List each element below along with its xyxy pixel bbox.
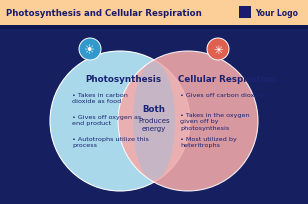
Text: Cellular Respiration: Cellular Respiration [178, 75, 276, 84]
Bar [0, 0, 308, 26]
Circle shape [118, 52, 258, 191]
Text: Both: Both [143, 105, 165, 114]
Circle shape [50, 52, 190, 191]
Ellipse shape [133, 63, 175, 180]
Bar [239, 7, 251, 19]
Circle shape [207, 39, 229, 61]
Text: • Autotrophs utilize this
process: • Autotrophs utilize this process [72, 136, 149, 148]
Text: • Takes in carbon
dioxide as food: • Takes in carbon dioxide as food [72, 93, 128, 104]
Text: • Gives off carbon dioxide: • Gives off carbon dioxide [180, 93, 264, 98]
Text: Photosynthesis and Cellular Respiration: Photosynthesis and Cellular Respiration [6, 8, 202, 17]
Text: • Most utilized by
heteritrophs: • Most utilized by heteritrophs [180, 136, 237, 148]
Text: ✳: ✳ [213, 44, 223, 57]
Circle shape [79, 39, 101, 61]
Bar [0, 26, 308, 30]
Text: Your Logo: Your Logo [255, 8, 298, 17]
Text: Photosynthesis: Photosynthesis [85, 75, 161, 84]
Text: • Gives off oxygen as
end product: • Gives off oxygen as end product [72, 114, 141, 126]
Text: Produces
energy: Produces energy [138, 117, 170, 132]
Text: • Takes in the oxygen
given off by
photosynthesis: • Takes in the oxygen given off by photo… [180, 112, 249, 130]
Text: ☀: ☀ [84, 44, 95, 57]
